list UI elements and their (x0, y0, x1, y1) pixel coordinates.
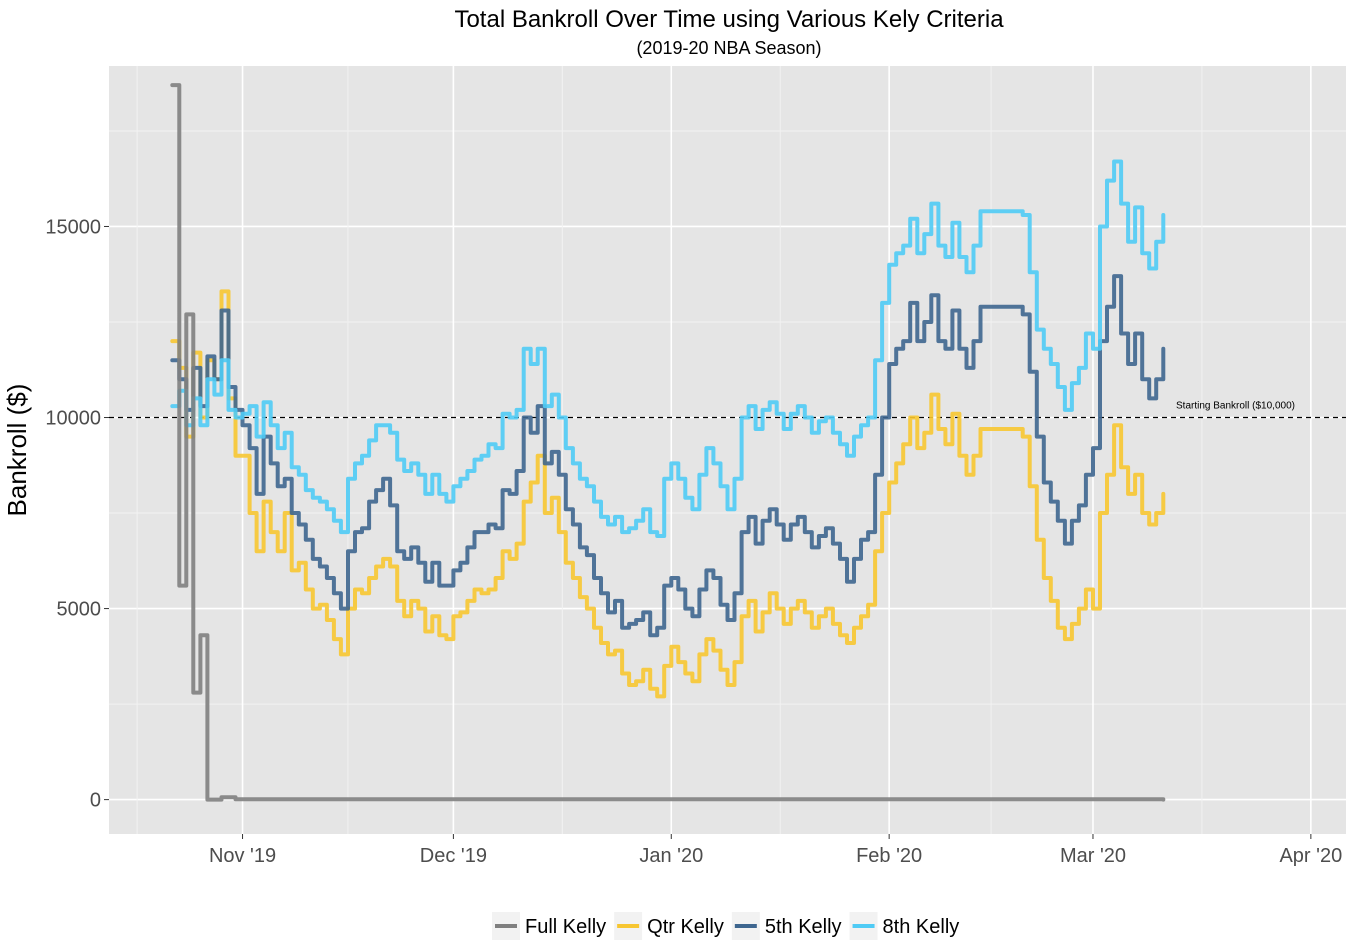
chart-title: Total Bankroll Over Time using Various K… (454, 6, 1004, 33)
x-tick-label: Dec '19 (420, 845, 487, 867)
legend: Full Kelly Qtr Kelly 5th Kelly 8th Kelly (492, 912, 959, 940)
chart-subtitle: (2019-20 NBA Season) (636, 38, 821, 58)
reference-line-group: Starting Bankroll ($10,000) (109, 401, 1346, 419)
x-tick-label: Feb '20 (856, 845, 922, 867)
series-line-full-kelly (170, 83, 1166, 802)
reference-line-label: Starting Bankroll ($10,000) (1176, 401, 1295, 412)
legend-label-8th-kelly: 8th Kelly (883, 916, 960, 938)
y-axis: 0 5000 10000 15000 (45, 216, 109, 812)
y-tick-label: 15000 (45, 216, 101, 238)
y-tick-label: 0 (90, 790, 101, 812)
x-tick-label: Mar '20 (1060, 845, 1126, 867)
series-line-5th-kelly (170, 274, 1166, 638)
series-line-qtr-kelly (170, 289, 1166, 699)
y-tick-label: 10000 (45, 408, 101, 430)
x-axis: Nov '19 Dec '19 Jan '20 Feb '20 Mar '20 Apr '… (209, 834, 1342, 867)
y-tick-label: 5000 (57, 599, 102, 621)
x-tick-label: Nov '19 (209, 845, 276, 867)
plot-panel (109, 66, 1346, 834)
legend-label-5th-kelly: 5th Kelly (765, 916, 842, 938)
x-tick-label: Apr '20 (1279, 845, 1342, 867)
y-axis-title: Bankroll ($) (2, 384, 32, 517)
legend-label-qtr-kelly: Qtr Kelly (647, 916, 724, 938)
x-tick-label: Jan '20 (639, 845, 703, 867)
legend-label-full-kelly: Full Kelly (525, 916, 606, 938)
series-line-8th-kelly (170, 159, 1166, 538)
series-lines (170, 83, 1166, 802)
